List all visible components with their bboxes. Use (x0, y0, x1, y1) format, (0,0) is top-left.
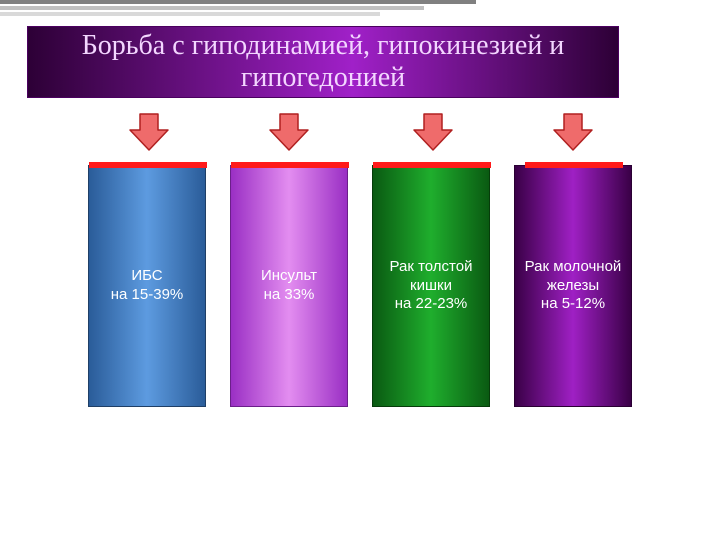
card-3-redcap (373, 162, 491, 168)
slide: Борьба с гиподинамией, гипокинезией и ги… (0, 0, 720, 540)
card-2: Инсульт на 33% (230, 165, 348, 407)
title-banner: Борьба с гиподинамией, гипокинезией и ги… (27, 26, 619, 98)
down-arrow-2 (268, 110, 310, 152)
decor-bar-3 (0, 12, 380, 16)
card-1: ИБС на 15-39% (88, 165, 206, 407)
decor-bar-2 (0, 6, 424, 10)
title-text: Борьба с гиподинамией, гипокинезией и ги… (38, 30, 608, 94)
down-arrow-3 (412, 110, 454, 152)
decor-bar-1 (0, 0, 476, 4)
card-4-redcap (525, 162, 623, 168)
card-4: Рак молочной железы на 5-12% (514, 165, 632, 407)
down-arrow-4 (552, 110, 594, 152)
down-arrow-1 (128, 110, 170, 152)
card-2-redcap (231, 162, 349, 168)
card-1-label: ИБС на 15-39% (107, 267, 188, 305)
cards-row: ИБС на 15-39% Инсульт на 33% Рак толстой… (88, 165, 632, 407)
card-2-label: Инсульт на 33% (257, 267, 321, 305)
card-4-label: Рак молочной железы на 5-12% (515, 258, 631, 314)
card-1-redcap (89, 162, 207, 168)
card-3-label: Рак толстой кишки на 22-23% (373, 258, 489, 314)
card-3: Рак толстой кишки на 22-23% (372, 165, 490, 407)
